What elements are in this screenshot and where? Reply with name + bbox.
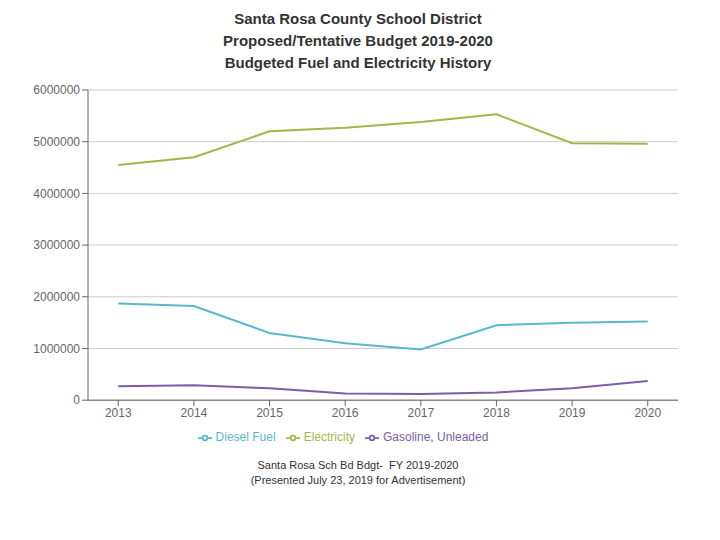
svg-text:2019: 2019: [559, 406, 586, 420]
svg-text:2000000: 2000000: [33, 290, 80, 304]
html-text:Electricity: Electricity: [303, 430, 355, 445]
svg-text:2015: 2015: [256, 406, 283, 420]
svg-text:0: 0: [73, 393, 80, 407]
svg-text:6000000: 6000000: [33, 83, 80, 97]
svg-text:2014: 2014: [181, 406, 208, 420]
svg-text:2018: 2018: [483, 406, 510, 420]
html-text:Santa Rosa Sch Bd Bdgt- FY 201: Santa Rosa Sch Bd Bdgt- FY 2019-2020 (Pr…: [250, 459, 466, 486]
svg-text:1000000: 1000000: [33, 342, 80, 356]
svg-text:4000000: 4000000: [33, 187, 80, 201]
svg-text:5000000: 5000000: [33, 135, 80, 149]
html-text:Santa Rosa County School Distr: Santa Rosa County School District Propos…: [223, 10, 493, 71]
svg-text:2013: 2013: [105, 406, 132, 420]
html-text:Gasoline, Unleaded: Gasoline, Unleaded: [383, 430, 489, 445]
svg-text:2016: 2016: [332, 406, 359, 420]
svg-text:3000000: 3000000: [33, 238, 80, 252]
svg-text:2020: 2020: [634, 406, 661, 420]
html-text:Diesel Fuel: Diesel Fuel: [215, 430, 276, 445]
svg-text:2017: 2017: [407, 406, 434, 420]
